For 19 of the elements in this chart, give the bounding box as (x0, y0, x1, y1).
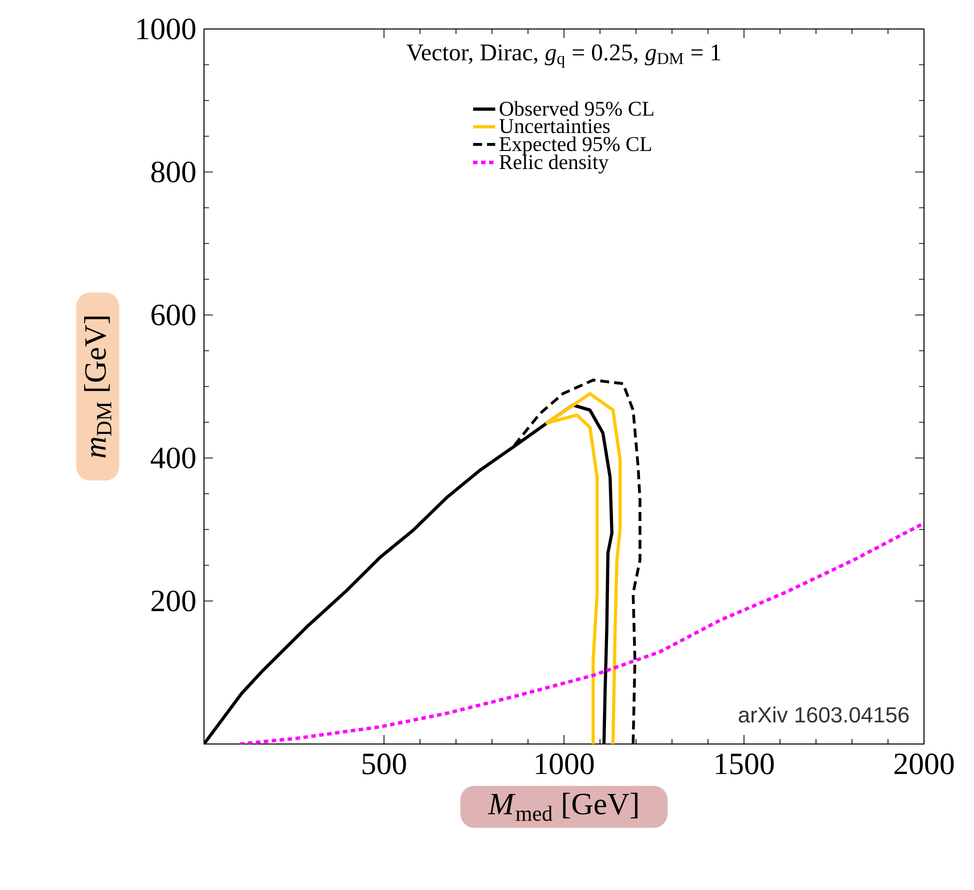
y-tick-label: 600 (151, 304, 196, 326)
x-tick-label: 500 (362, 753, 406, 774)
y-tick-label: 1000 (137, 18, 196, 40)
legend-label: Uncertainties (499, 119, 610, 134)
annotation: arXiv 1603.04156 (738, 706, 909, 723)
x-tick-label: 2000 (894, 753, 954, 774)
legend-label: Relic density (500, 154, 609, 174)
text: Vector, Dirac, g$_{q}$ = 0.25, g$_{DM}$ = 1 (406, 44, 720, 68)
line-series (238, 522, 924, 744)
legend-label: Observed 95% CL (500, 101, 654, 116)
y-axis-title: m$_{DM}$ [GeV] (84, 316, 112, 458)
x-axis-title: M$_{med}$ [GeV] (488, 792, 638, 821)
legend-label: Expected 95% CL (500, 136, 652, 156)
x-tick-label: 1500 (716, 753, 774, 774)
y-tick-label: 200 (152, 590, 196, 612)
y-tick-label: 800 (151, 162, 196, 182)
y-tick-label: 400 (150, 448, 196, 468)
line-series (545, 392, 622, 744)
x-tick-label: 1000 (536, 753, 594, 774)
